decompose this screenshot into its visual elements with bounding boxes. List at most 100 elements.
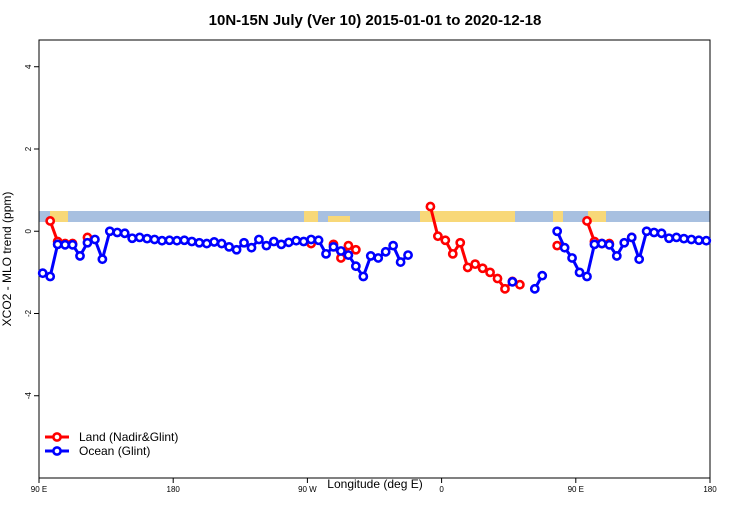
data-point xyxy=(462,262,473,273)
land-patch xyxy=(328,216,350,222)
data-point xyxy=(276,239,287,250)
data-point xyxy=(656,228,667,239)
ocean-strip xyxy=(39,211,710,222)
data-point xyxy=(127,233,138,244)
data-point xyxy=(224,241,235,252)
data-point xyxy=(552,240,563,251)
legend-label: Land (Nadir&Glint) xyxy=(79,430,178,444)
data-point xyxy=(75,251,85,261)
data-point xyxy=(701,235,712,246)
data-point xyxy=(350,261,361,272)
data-point xyxy=(425,201,436,212)
data-point xyxy=(529,283,540,294)
y-axis-label: XCO2 - MLO trend (ppm) xyxy=(0,192,14,327)
x-axis-label: Longitude (deg E) xyxy=(327,477,422,491)
data-point xyxy=(567,253,577,263)
y-tick-label: 2 xyxy=(24,146,33,151)
data-point xyxy=(164,235,175,246)
data-point xyxy=(179,235,190,246)
data-point xyxy=(201,238,212,249)
data-point xyxy=(254,234,264,245)
data-point xyxy=(671,232,682,243)
data-point xyxy=(298,236,309,247)
data-point xyxy=(343,240,354,251)
land-patch xyxy=(588,211,606,222)
data-point xyxy=(343,250,354,260)
data-point xyxy=(507,276,518,287)
data-point xyxy=(157,235,167,246)
data-point xyxy=(336,246,346,256)
land-patch xyxy=(553,211,563,222)
land-patch xyxy=(50,211,68,222)
data-point xyxy=(596,238,607,249)
data-point xyxy=(119,228,130,239)
data-point xyxy=(537,270,548,281)
y-tick-label: 4 xyxy=(24,64,33,69)
data-point xyxy=(686,234,697,245)
data-point xyxy=(403,250,413,260)
data-point xyxy=(589,239,600,250)
x-tick-label: 180 xyxy=(167,485,181,494)
x-tick-label: 90 W xyxy=(298,485,317,494)
data-point xyxy=(679,233,689,244)
data-point xyxy=(634,254,645,265)
data-point xyxy=(246,242,257,253)
legend-marker xyxy=(52,432,62,442)
data-point xyxy=(186,236,197,247)
data-point xyxy=(283,237,294,248)
land-ocean-strip xyxy=(39,211,710,222)
data-point xyxy=(268,236,279,247)
y-tick-label: -2 xyxy=(24,309,33,317)
data-point xyxy=(149,234,160,245)
data-point xyxy=(328,241,339,252)
data-point xyxy=(485,267,495,278)
land-patch xyxy=(304,211,318,222)
data-point xyxy=(582,271,592,282)
data-point xyxy=(350,244,361,255)
data-point xyxy=(440,235,451,246)
x-tick-label: 90 E xyxy=(31,485,47,494)
data-point xyxy=(97,254,108,265)
data-point xyxy=(619,237,630,248)
data-point xyxy=(626,232,637,243)
data-point xyxy=(477,263,488,274)
data-point xyxy=(134,232,145,243)
data-point xyxy=(388,240,399,251)
data-point xyxy=(447,248,458,259)
data-point xyxy=(45,271,56,282)
data-point xyxy=(291,235,302,246)
data-point xyxy=(611,251,622,261)
data-point xyxy=(373,253,384,263)
data-point xyxy=(395,257,406,267)
data-point xyxy=(60,239,70,250)
data-point xyxy=(172,235,182,246)
data-point xyxy=(261,240,272,251)
data-point xyxy=(432,231,443,242)
x-tick-label: 180 xyxy=(703,485,717,494)
data-point xyxy=(52,239,63,250)
data-point xyxy=(470,259,481,270)
y-tick-label: 0 xyxy=(24,228,33,233)
data-point xyxy=(112,227,123,238)
data-point xyxy=(365,251,376,261)
data-point xyxy=(641,226,652,237)
data-point xyxy=(514,279,525,290)
data-point xyxy=(693,235,704,246)
data-point xyxy=(90,234,100,245)
data-point xyxy=(37,268,48,279)
data-point xyxy=(82,237,93,248)
data-point xyxy=(45,216,56,226)
data-point xyxy=(209,237,220,247)
data-point xyxy=(559,242,570,253)
data-point xyxy=(142,233,153,244)
data-point xyxy=(649,227,659,238)
chart-title: 10N-15N July (Ver 10) 2015-01-01 to 2020… xyxy=(209,12,542,29)
data-point xyxy=(216,238,227,249)
data-point xyxy=(492,273,503,284)
data-point xyxy=(313,235,324,246)
data-point xyxy=(306,234,317,245)
legend-label: Ocean (Glint) xyxy=(79,444,150,458)
data-point xyxy=(239,237,249,248)
plot-frame xyxy=(38,39,711,479)
